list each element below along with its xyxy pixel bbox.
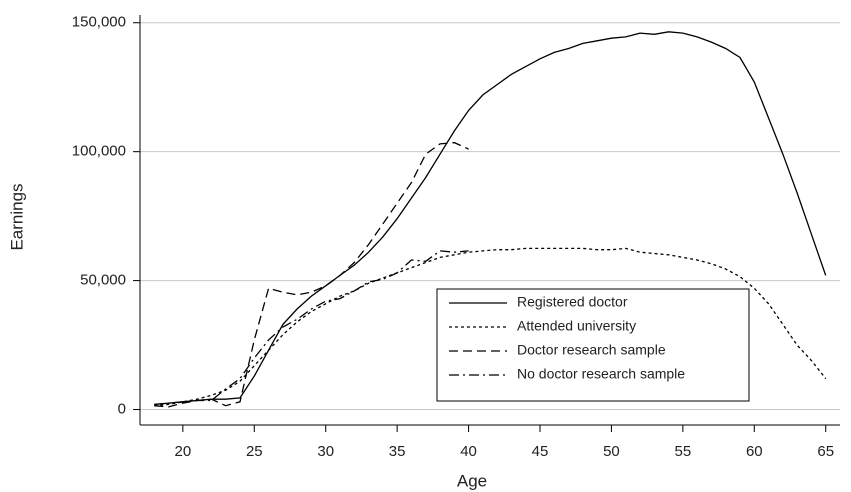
x-tick-label: 30 (317, 443, 334, 460)
x-tick-label: 55 (675, 443, 692, 460)
x-tick-label: 65 (817, 443, 834, 460)
legend-label: Doctor research sample (517, 342, 666, 358)
y-tick-label: 50,000 (80, 272, 126, 289)
x-axis-label: Age (457, 471, 487, 490)
x-tick-label: 35 (389, 443, 406, 460)
legend-label: No doctor research sample (517, 366, 685, 382)
y-tick-label: 0 (118, 400, 126, 417)
y-tick-label: 100,000 (72, 143, 126, 160)
x-tick-label: 20 (175, 443, 192, 460)
x-tick-label: 25 (246, 443, 263, 460)
legend-box (436, 288, 750, 402)
x-tick-label: 50 (603, 443, 620, 460)
series-line (154, 250, 469, 406)
series-line (154, 141, 469, 408)
y-axis-label: Earnings (7, 183, 26, 250)
legend-label: Registered doctor (517, 294, 628, 310)
x-tick-label: 45 (532, 443, 549, 460)
y-tick-label: 150,000 (72, 14, 126, 31)
series-line (154, 31, 827, 406)
legend-label: Attended university (517, 318, 636, 334)
x-tick-label: 60 (746, 443, 763, 460)
x-tick-label: 40 (460, 443, 477, 460)
series-line (154, 247, 827, 407)
